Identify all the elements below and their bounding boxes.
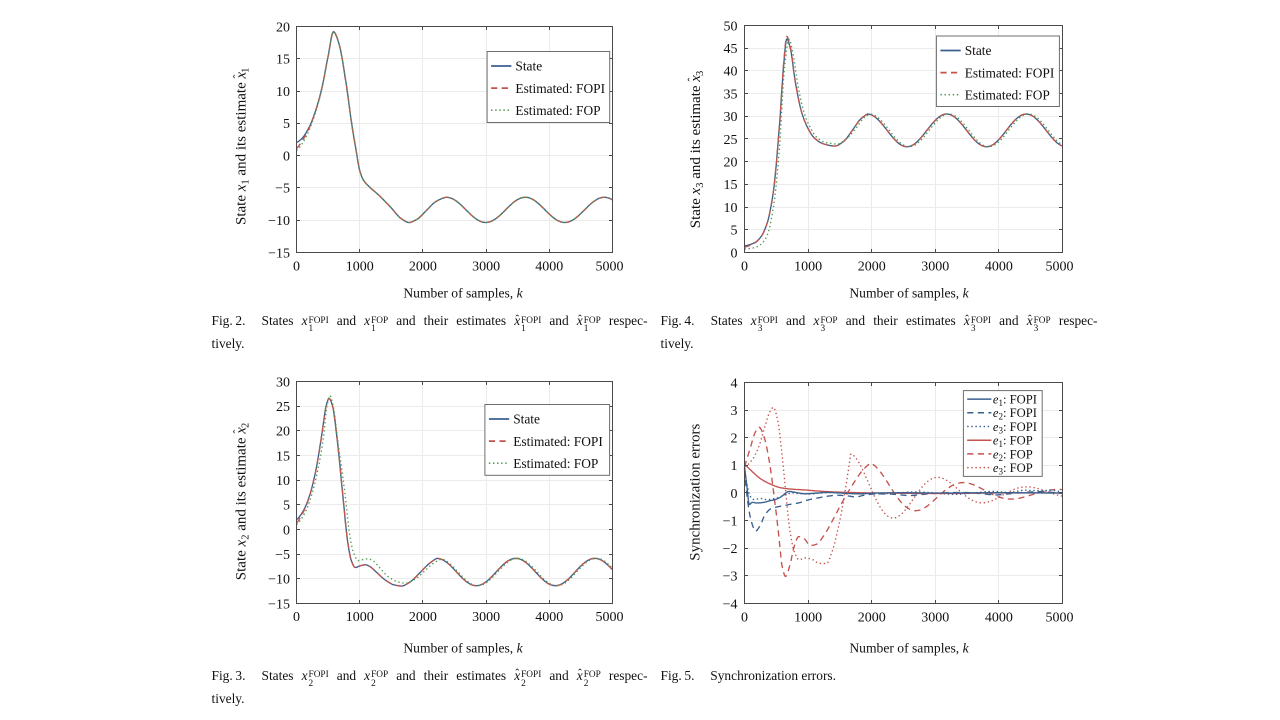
svg-text:0: 0	[293, 610, 300, 625]
svg-text:2000: 2000	[409, 259, 437, 274]
svg-text:0: 0	[283, 149, 290, 164]
svg-text:e1: FOPI: e1: FOPI	[993, 393, 1037, 409]
svg-text:1: 1	[731, 459, 738, 474]
svg-text:e3: FOP: e3: FOP	[993, 461, 1033, 477]
svg-text:Estimated: FOPI: Estimated: FOPI	[515, 81, 605, 96]
svg-text:0: 0	[293, 259, 300, 274]
svg-text:Estimated: FOPI: Estimated: FOPI	[965, 65, 1055, 80]
svg-text:1000: 1000	[794, 610, 822, 625]
svg-text:−5: −5	[275, 548, 290, 563]
svg-text:Number of samples, k: Number of samples, k	[403, 286, 523, 301]
svg-text:0: 0	[283, 523, 290, 538]
svg-text:Estimated: FOP: Estimated: FOP	[513, 456, 598, 471]
svg-text:2: 2	[731, 432, 738, 447]
svg-text:State x3 and its estimate xˆ3: State x3 and its estimate xˆ3	[685, 71, 706, 228]
svg-text:10: 10	[276, 474, 290, 489]
svg-text:40: 40	[724, 65, 738, 80]
svg-text:5: 5	[283, 117, 290, 132]
svg-text:State: State	[515, 59, 542, 74]
svg-text:20: 20	[276, 20, 290, 35]
svg-text:−2: −2	[723, 542, 738, 557]
svg-text:5000: 5000	[1046, 259, 1074, 274]
svg-text:3000: 3000	[921, 259, 949, 274]
svg-text:5000: 5000	[596, 259, 624, 274]
svg-text:35: 35	[724, 87, 738, 102]
svg-text:3000: 3000	[472, 259, 500, 274]
svg-text:−10: −10	[268, 573, 290, 588]
svg-text:30: 30	[276, 375, 290, 390]
svg-text:25: 25	[724, 133, 738, 148]
svg-text:20: 20	[276, 425, 290, 440]
svg-text:5: 5	[731, 224, 738, 239]
svg-text:Estimated: FOP: Estimated: FOP	[515, 103, 600, 118]
svg-text:50: 50	[724, 19, 738, 34]
svg-text:30: 30	[724, 110, 738, 125]
svg-text:Number of samples, k: Number of samples, k	[403, 641, 523, 656]
svg-text:0: 0	[741, 259, 748, 274]
svg-text:Estimated: FOPI: Estimated: FOPI	[513, 434, 603, 449]
svg-text:15: 15	[276, 449, 290, 464]
svg-text:20: 20	[724, 156, 738, 171]
svg-text:State x2 and its estimate xˆ2: State x2 and its estimate xˆ2	[231, 423, 252, 580]
svg-text:4: 4	[731, 376, 738, 391]
svg-text:0: 0	[731, 246, 738, 261]
svg-text:2000: 2000	[858, 259, 886, 274]
svg-text:15: 15	[276, 53, 290, 68]
svg-text:45: 45	[724, 42, 738, 57]
svg-text:Synchronization errors: Synchronization errors	[688, 424, 704, 561]
svg-text:25: 25	[276, 400, 290, 415]
svg-text:−15: −15	[268, 597, 290, 612]
svg-text:4000: 4000	[985, 610, 1013, 625]
svg-text:3000: 3000	[472, 610, 500, 625]
svg-text:10: 10	[276, 85, 290, 100]
svg-text:10: 10	[724, 201, 738, 216]
svg-text:e1: FOP: e1: FOP	[993, 434, 1033, 450]
svg-text:4000: 4000	[535, 259, 563, 274]
svg-text:1000: 1000	[794, 259, 822, 274]
svg-text:2000: 2000	[858, 610, 886, 625]
svg-text:2000: 2000	[409, 610, 437, 625]
svg-text:−3: −3	[723, 570, 738, 585]
svg-text:−5: −5	[275, 182, 290, 197]
svg-text:State x1 and its estimate xˆ1: State x1 and its estimate xˆ1	[231, 68, 252, 225]
svg-text:−15: −15	[268, 246, 290, 261]
svg-text:4000: 4000	[535, 610, 563, 625]
svg-text:15: 15	[724, 178, 738, 193]
svg-text:e2: FOP: e2: FOP	[993, 447, 1033, 463]
svg-text:4000: 4000	[985, 259, 1013, 274]
svg-text:−1: −1	[723, 514, 738, 529]
svg-text:5000: 5000	[1046, 610, 1074, 625]
svg-text:Number of samples, k: Number of samples, k	[849, 286, 969, 301]
svg-text:State: State	[965, 43, 992, 58]
svg-text:−4: −4	[723, 597, 738, 612]
svg-text:State: State	[513, 412, 540, 427]
svg-text:0: 0	[731, 487, 738, 502]
svg-text:−10: −10	[268, 214, 290, 229]
svg-text:e2: FOPI: e2: FOPI	[993, 406, 1037, 422]
svg-text:1000: 1000	[346, 259, 374, 274]
svg-text:5: 5	[283, 499, 290, 514]
svg-text:5000: 5000	[596, 610, 624, 625]
svg-text:e3: FOPI: e3: FOPI	[993, 420, 1037, 436]
svg-text:Number of samples, k: Number of samples, k	[849, 641, 969, 656]
svg-text:0: 0	[741, 610, 748, 625]
svg-text:1000: 1000	[346, 610, 374, 625]
svg-text:3000: 3000	[921, 610, 949, 625]
svg-text:3: 3	[731, 404, 738, 419]
svg-text:Estimated: FOP: Estimated: FOP	[965, 87, 1050, 102]
